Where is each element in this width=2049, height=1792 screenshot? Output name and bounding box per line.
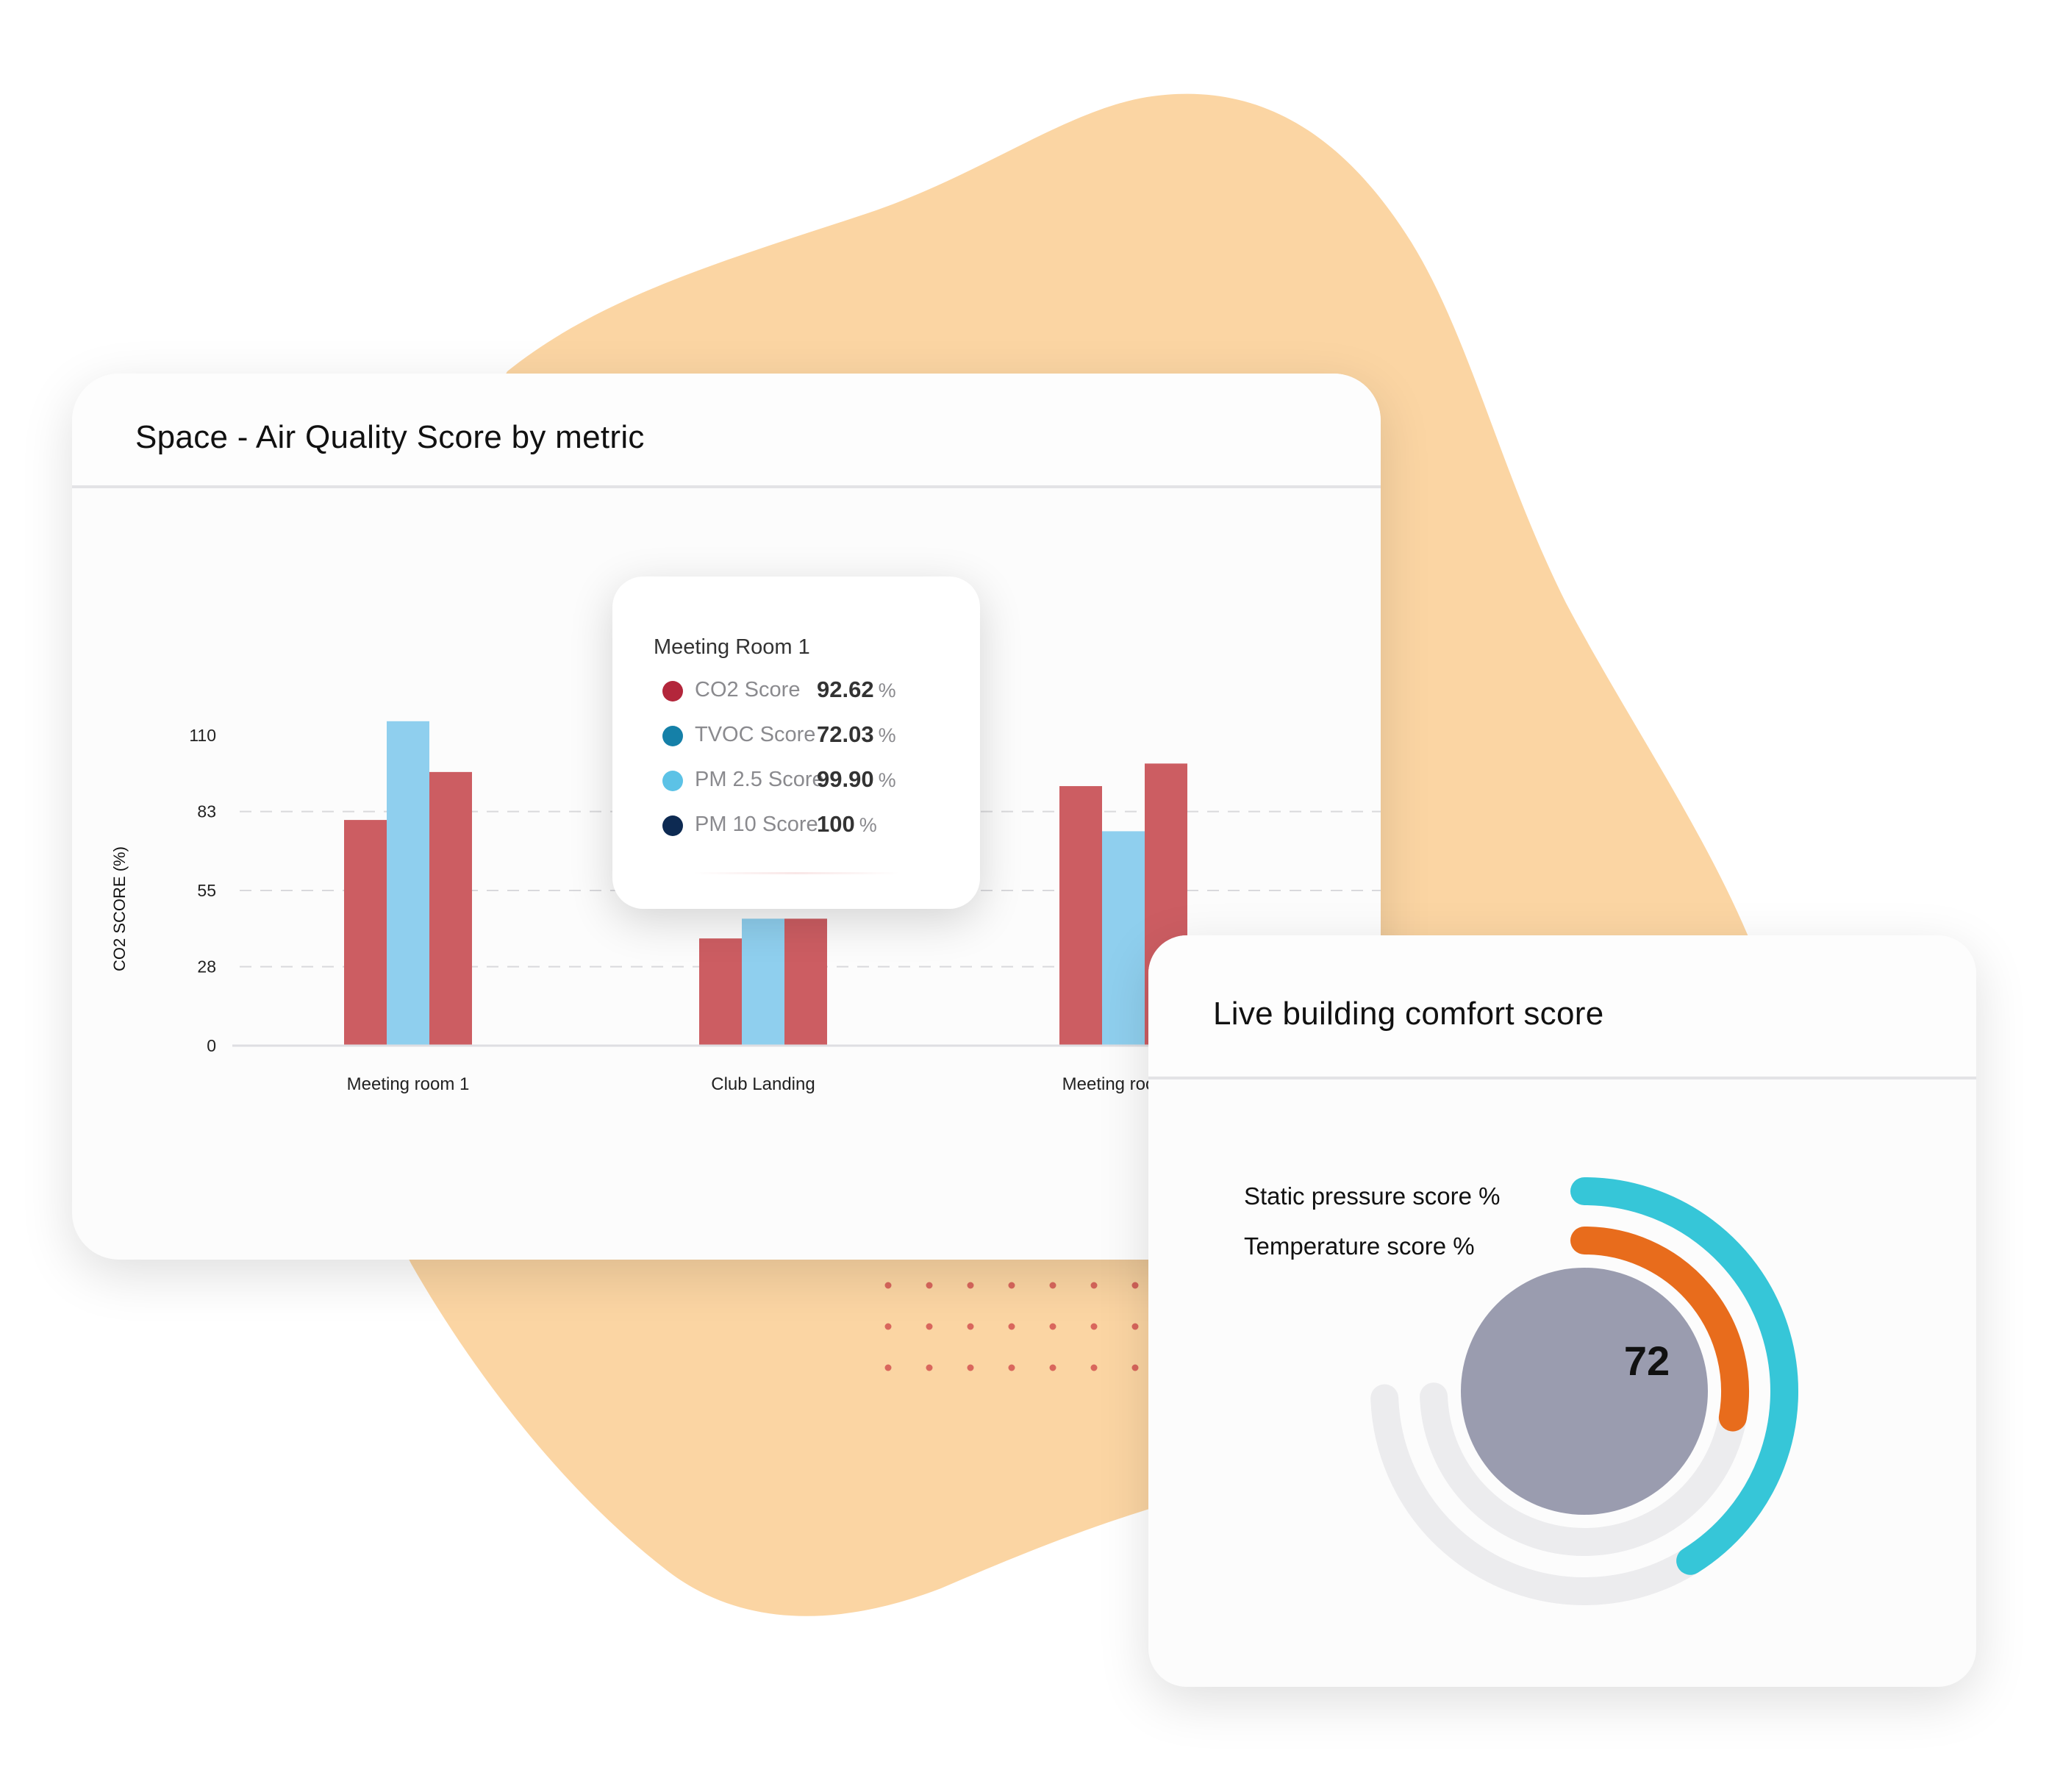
tooltip-row-pm10: PM 10 Score 100% xyxy=(662,811,971,840)
pattern-dot xyxy=(967,1282,974,1289)
legend-temperature: Temperature score % xyxy=(1244,1232,1475,1260)
y-tick-label: 55 xyxy=(197,881,216,900)
tooltip-value-number: 100 xyxy=(817,811,855,837)
tooltip-value-unit: % xyxy=(878,769,896,791)
pattern-dot xyxy=(1049,1364,1056,1371)
comfort-card-header: Live building comfort score xyxy=(1148,935,1976,1079)
bar[interactable] xyxy=(429,771,472,1046)
pattern-dot xyxy=(1008,1282,1015,1289)
air-quality-card-title: Space - Air Quality Score by metric xyxy=(135,419,645,455)
y-tick-label: 28 xyxy=(197,957,216,977)
y-tick-label: 83 xyxy=(197,802,216,821)
pattern-dot xyxy=(1049,1323,1056,1330)
legend-static-pressure: Static pressure score % xyxy=(1244,1182,1501,1210)
tooltip-row-value: 92.62% xyxy=(817,677,896,703)
bar[interactable] xyxy=(1102,831,1145,1046)
air-quality-card-header: Space - Air Quality Score by metric xyxy=(72,374,1381,488)
tooltip-row-pm25: PM 2.5 Score 99.90% xyxy=(662,766,971,796)
bar[interactable] xyxy=(344,820,387,1046)
pattern-dot xyxy=(967,1364,974,1371)
tooltip-row-co2: CO2 Score 92.62% xyxy=(662,677,971,706)
chart-tooltip: Meeting Room 1 CO2 Score 92.62% TVOC Sco… xyxy=(612,576,980,909)
y-tick-label: 0 xyxy=(207,1036,216,1055)
y-tick-label: 110 xyxy=(189,726,216,745)
bar[interactable] xyxy=(699,938,742,1046)
comfort-card-title: Live building comfort score xyxy=(1213,996,1604,1032)
comfort-score-card: Live building comfort score Static press… xyxy=(1148,935,1976,1687)
comfort-gauge xyxy=(1370,1177,1799,1605)
tooltip-row-label: TVOC Score xyxy=(695,723,816,746)
co2-color-dot xyxy=(662,681,683,702)
temperature-arc xyxy=(1570,1227,1750,1432)
tooltip-title: Meeting Room 1 xyxy=(654,635,810,659)
x-tick-label: Club Landing xyxy=(711,1074,815,1094)
tooltip-value-unit: % xyxy=(878,679,896,702)
static-pressure-arc xyxy=(1570,1177,1798,1575)
pattern-dot xyxy=(1131,1282,1139,1289)
y-axis-label: CO2 SCORE (%) xyxy=(110,846,129,971)
tooltip-value-number: 92.62 xyxy=(817,677,874,702)
tooltip-divider xyxy=(693,872,899,874)
tooltip-value-unit: % xyxy=(859,814,877,836)
pattern-dot xyxy=(926,1364,933,1371)
tooltip-row-value: 99.90% xyxy=(817,766,896,793)
pattern-dot xyxy=(1008,1323,1015,1330)
tooltip-value-unit: % xyxy=(878,724,896,746)
pm25-color-dot xyxy=(662,771,683,791)
pattern-dot xyxy=(1090,1282,1098,1289)
pattern-dot xyxy=(926,1323,933,1330)
tooltip-value-number: 99.90 xyxy=(817,766,874,792)
tooltip-row-value: 72.03% xyxy=(817,721,896,748)
bar[interactable] xyxy=(1059,786,1102,1046)
pattern-dot xyxy=(884,1364,892,1371)
pattern-dot xyxy=(1090,1323,1098,1330)
pattern-dot xyxy=(1090,1364,1098,1371)
tooltip-row-label: CO2 Score xyxy=(695,678,801,702)
tooltip-row-label: PM 10 Score xyxy=(695,813,818,836)
comfort-score-value: 72 xyxy=(1623,1338,1670,1384)
pattern-dot xyxy=(1131,1323,1139,1330)
tooltip-row-tvoc: TVOC Score 72.03% xyxy=(662,721,971,751)
pm10-color-dot xyxy=(662,815,683,836)
pattern-dot xyxy=(1131,1364,1139,1371)
tooltip-row-value: 100% xyxy=(817,811,877,838)
pattern-dot xyxy=(1049,1282,1056,1289)
dot-pattern xyxy=(884,1282,1139,1371)
pattern-dot xyxy=(967,1323,974,1330)
pattern-dot xyxy=(884,1323,892,1330)
tvoc-color-dot xyxy=(662,726,683,746)
x-tick-label: Meeting room 1 xyxy=(347,1074,470,1094)
gauge-center-circle xyxy=(1461,1268,1708,1515)
tooltip-row-label: PM 2.5 Score xyxy=(695,768,824,791)
pattern-dot xyxy=(1008,1364,1015,1371)
bar[interactable] xyxy=(784,918,827,1046)
bar[interactable] xyxy=(742,918,784,1046)
bar[interactable] xyxy=(387,721,429,1046)
tooltip-value-number: 72.03 xyxy=(817,721,874,747)
pattern-dot xyxy=(926,1282,933,1289)
pattern-dot xyxy=(884,1282,892,1289)
